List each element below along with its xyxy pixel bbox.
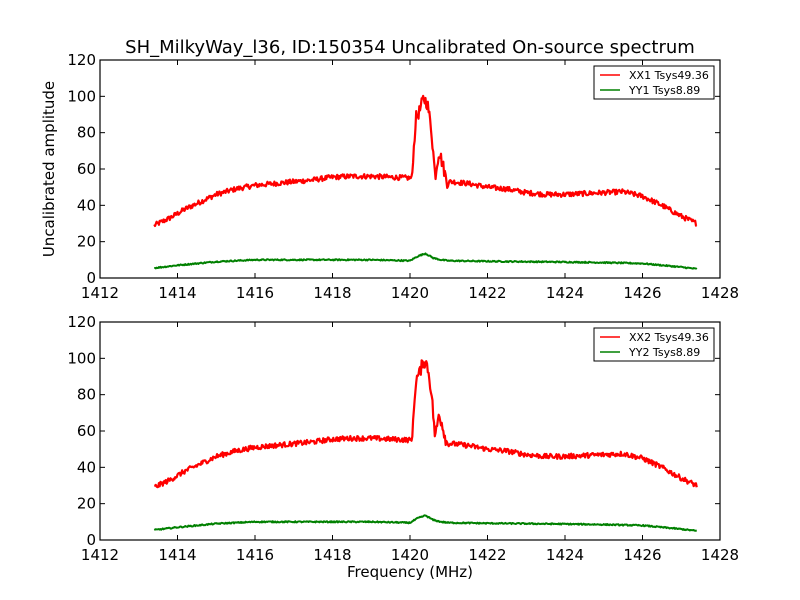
legend-entry: XX2 Tsys49.36 xyxy=(629,331,709,344)
y-tick-label: 40 xyxy=(77,458,96,476)
x-tick-label: 1422 xyxy=(468,284,506,302)
bottom-panel: 1412 1414 1416 1418 1420 1422 1424 1426 1428 0 20 4… xyxy=(67,313,739,564)
y-tick-label: 120 xyxy=(67,313,96,331)
series-line-yy2 xyxy=(153,514,697,532)
y-tick-label: 120 xyxy=(67,51,96,69)
x-tick-label: 1418 xyxy=(313,546,351,564)
x-tick-label: 1426 xyxy=(623,284,661,302)
x-tick-label: 1428 xyxy=(701,284,739,302)
legend-box xyxy=(593,327,715,362)
x-tick-label: 1412 xyxy=(81,284,119,302)
legend: XX1 Tsys49.36 YY1 Tsys8.89 xyxy=(593,65,715,100)
y-tick-label: 100 xyxy=(67,87,96,105)
x-tick-label: 1420 xyxy=(391,546,429,564)
x-tick-label: 1416 xyxy=(236,546,274,564)
series-line-xx1 xyxy=(153,94,698,228)
x-tick-label: 1414 xyxy=(158,284,196,302)
x-tick-label: 1418 xyxy=(313,284,351,302)
x-tick-label: 1420 xyxy=(391,284,429,302)
y-tick-label: 20 xyxy=(77,233,96,251)
figure-title: SH_MilkyWay_l36, ID:150354 Uncalibrated … xyxy=(125,37,695,58)
x-tick-label: 1422 xyxy=(468,546,506,564)
y-tick-label: 60 xyxy=(77,422,96,440)
y-tick-label: 0 xyxy=(86,531,96,549)
y-axis-label: Uncalibrated amplitude xyxy=(40,81,58,257)
y-tick-label: 0 xyxy=(86,269,96,287)
y-tick-label: 20 xyxy=(77,495,96,513)
x-axis-label: Frequency (MHz) xyxy=(347,563,473,581)
legend-box xyxy=(593,65,715,100)
x-tick-label: 1426 xyxy=(623,546,661,564)
legend: XX2 Tsys49.36 YY2 Tsys8.89 xyxy=(593,327,715,362)
y-tick-label: 80 xyxy=(77,124,96,142)
series-line-xx2 xyxy=(153,359,698,489)
legend-entry: XX1 Tsys49.36 xyxy=(629,69,709,82)
x-tick-label: 1424 xyxy=(546,546,584,564)
x-tick-label: 1412 xyxy=(81,546,119,564)
x-tick-label: 1414 xyxy=(158,546,196,564)
x-tick-label: 1424 xyxy=(546,284,584,302)
x-tick-label: 1428 xyxy=(701,546,739,564)
top-panel: 1412 1414 1416 1418 1420 1422 1424 1426 1428 0 20 4… xyxy=(67,51,739,302)
series-line-yy1 xyxy=(154,252,698,270)
y-tick-label: 60 xyxy=(77,160,96,178)
x-tick-label: 1416 xyxy=(236,284,274,302)
y-tick-label: 100 xyxy=(67,349,96,367)
y-tick-label: 80 xyxy=(77,386,96,404)
legend-entry: YY1 Tsys8.89 xyxy=(628,84,700,97)
y-tick-label: 40 xyxy=(77,196,96,214)
legend-entry: YY2 Tsys8.89 xyxy=(628,346,700,359)
